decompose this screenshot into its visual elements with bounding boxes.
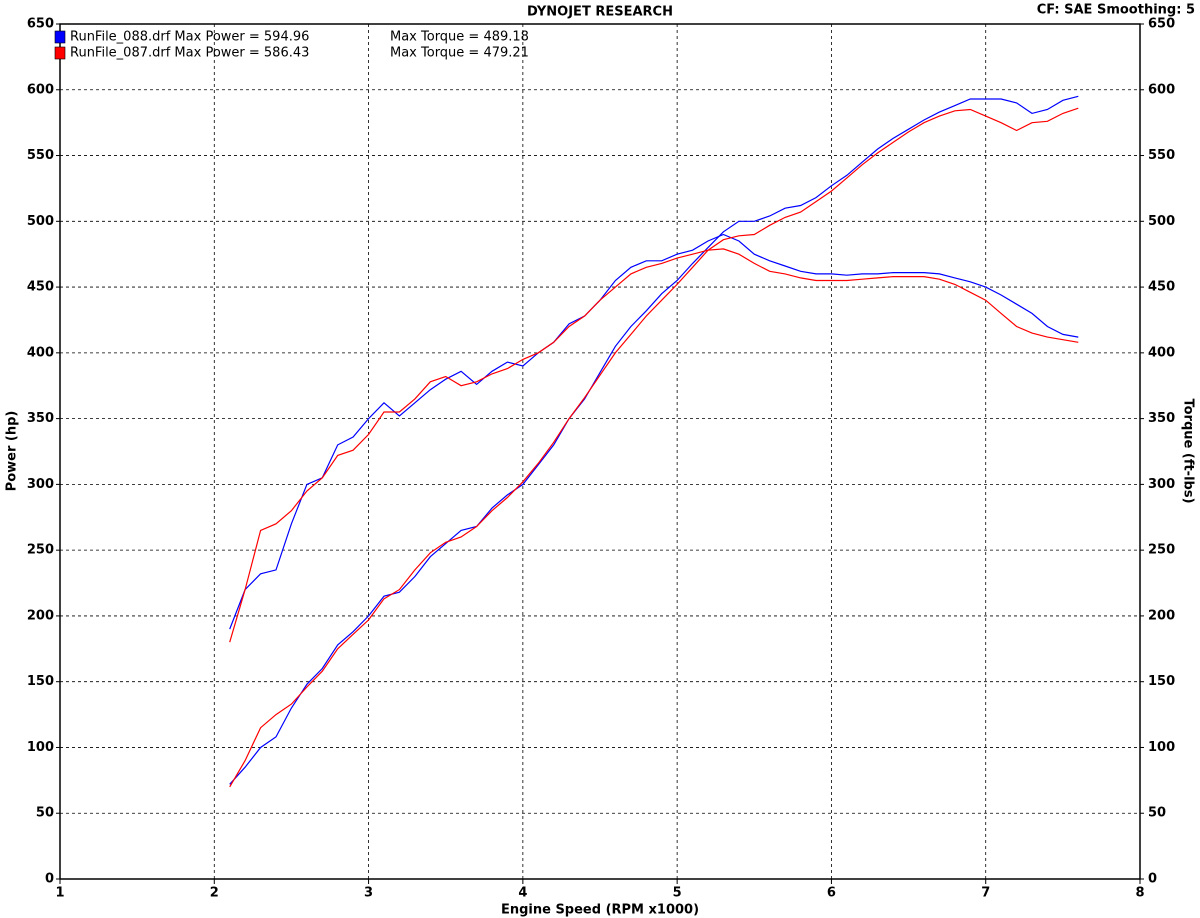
series-line (229, 248, 1079, 643)
x-tick-label: 6 (827, 886, 836, 901)
x-tick-label: 4 (518, 886, 527, 901)
y-tick-label: 350 (27, 411, 54, 426)
x-tick-label: 2 (210, 886, 219, 901)
y2-tick-label: 100 (1148, 740, 1175, 755)
y2-tick-label: 300 (1148, 477, 1175, 492)
series-line (229, 107, 1079, 788)
legend-label: Max Torque = 479.21 (390, 46, 529, 61)
y2-tick-label: 500 (1148, 214, 1175, 229)
y2-axis-label: Torque (ft-lbs) (1181, 398, 1196, 503)
legend-swatch (54, 46, 66, 60)
y2-tick-label: 400 (1148, 345, 1175, 360)
x-tick-label: 5 (673, 886, 682, 901)
legend-label: RunFile_087.drf Max Power = 586.43 (70, 46, 309, 61)
series-line (229, 233, 1079, 630)
x-tick-label: 1 (55, 886, 64, 901)
y2-tick-label: 600 (1148, 82, 1175, 97)
y-tick-label: 550 (27, 148, 54, 163)
x-tick-label: 8 (1135, 886, 1144, 901)
y-axis-label: Power (hp) (5, 411, 20, 492)
y-tick-label: 300 (27, 477, 54, 492)
y2-tick-label: 0 (1148, 872, 1157, 887)
y2-tick-label: 350 (1148, 411, 1175, 426)
y2-tick-label: 200 (1148, 608, 1175, 623)
y-tick-label: 200 (27, 608, 54, 623)
x-axis-label: Engine Speed (RPM x1000) (501, 903, 699, 918)
y-tick-label: 100 (27, 740, 54, 755)
y2-tick-label: 650 (1148, 17, 1175, 32)
plot-area (59, 23, 1141, 880)
y2-tick-label: 450 (1148, 280, 1175, 295)
y2-tick-label: 550 (1148, 148, 1175, 163)
legend-label: Max Torque = 489.18 (390, 30, 529, 45)
y-tick-label: 500 (27, 214, 54, 229)
series-line (229, 95, 1079, 785)
y-tick-label: 50 (36, 806, 54, 821)
y-tick-label: 400 (27, 345, 54, 360)
x-tick-label: 3 (364, 886, 373, 901)
y-tick-label: 150 (27, 674, 54, 689)
y2-tick-label: 250 (1148, 543, 1175, 558)
y-tick-label: 450 (27, 280, 54, 295)
y-tick-label: 600 (27, 82, 54, 97)
y-tick-label: 0 (45, 872, 54, 887)
y-tick-label: 250 (27, 543, 54, 558)
legend-swatch (54, 30, 66, 44)
y-tick-label: 650 (27, 17, 54, 32)
y2-tick-label: 150 (1148, 674, 1175, 689)
y2-tick-label: 50 (1148, 806, 1166, 821)
chart-title: DYNOJET RESEARCH (527, 5, 673, 20)
x-tick-label: 7 (981, 886, 990, 901)
legend-label: RunFile_088.drf Max Power = 594.96 (70, 30, 309, 45)
corner-note: CF: SAE Smoothing: 5 (1037, 3, 1195, 18)
